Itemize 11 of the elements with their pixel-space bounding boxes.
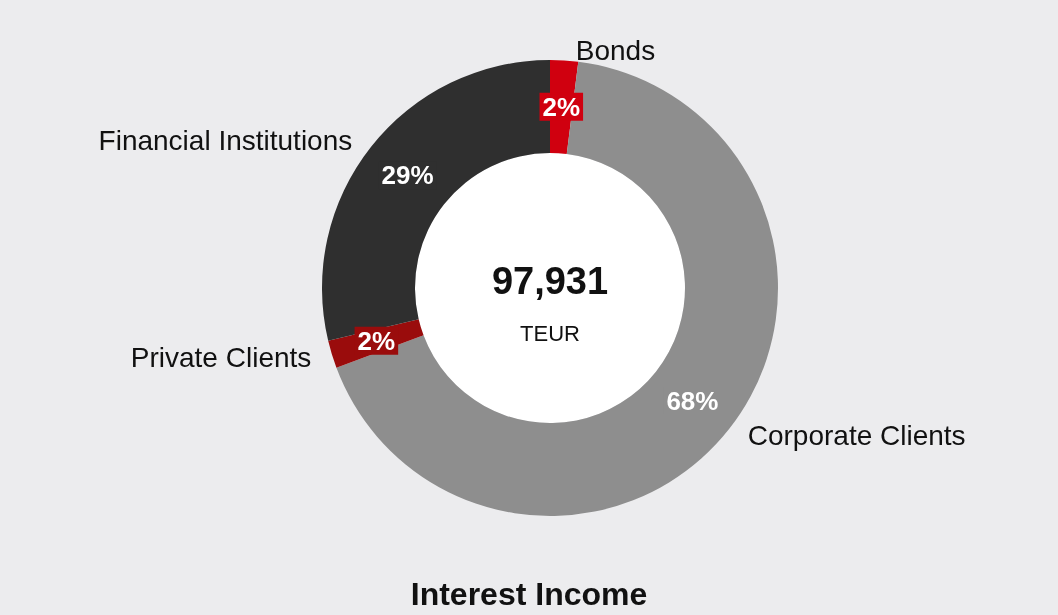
data-label: 2% <box>357 325 396 356</box>
legend-label: Private Clients <box>130 341 312 373</box>
slice-label: Bonds <box>575 34 656 66</box>
data-label: 29% <box>381 160 434 191</box>
text: 97,931 <box>491 260 609 302</box>
text: Interest Income <box>410 576 648 612</box>
data-label: 2% <box>542 91 581 122</box>
slice-label: Corporate Clients <box>747 420 966 452</box>
data-label: 68% <box>666 385 719 416</box>
text: TEUR <box>520 320 580 346</box>
slice-label: Financial Institutions <box>98 124 353 156</box>
